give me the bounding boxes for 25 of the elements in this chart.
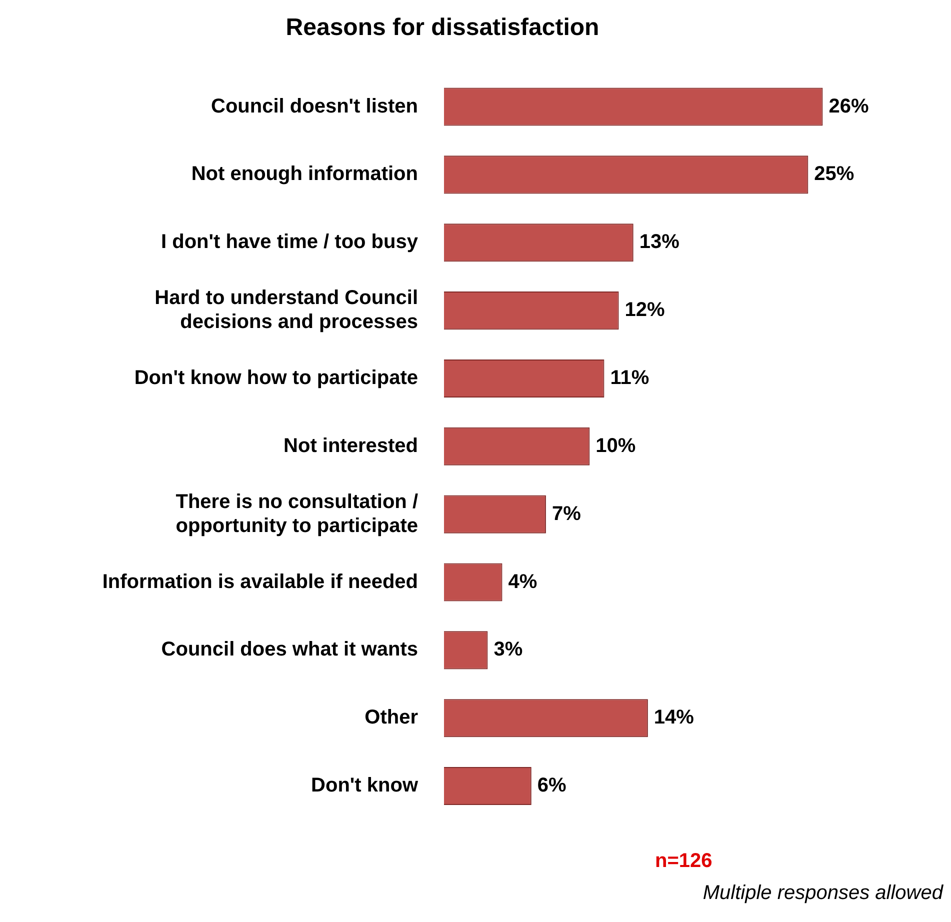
y-tick-label: Don't know: [311, 774, 418, 797]
text: Multiple responses allowed: [702, 882, 943, 905]
data-label: 3%: [494, 638, 523, 661]
y-tick-label: Council does what it wants: [161, 638, 418, 661]
y-tick-label: Hard to understand Council decisions and processes: [154, 287, 418, 334]
y-tick-label: Not interested: [284, 434, 418, 457]
text: n=126: [655, 850, 712, 873]
y-tick-label: There is no consultation / opportunity to participate: [176, 490, 418, 537]
y-tick-label: I don't have time / too busy: [160, 231, 419, 254]
data-label: 6%: [537, 774, 567, 797]
data-label: 13%: [639, 231, 680, 254]
chart-title: Reasons for dissatisfaction: [286, 14, 600, 42]
data-label: 26%: [828, 95, 869, 118]
data-label: 11%: [610, 366, 650, 389]
y-tick-label: Information is available if needed: [102, 570, 418, 593]
data-label: 4%: [508, 570, 538, 593]
data-label: 12%: [624, 299, 666, 322]
data-label: 25%: [814, 163, 854, 186]
y-tick-label: Not enough information: [191, 163, 418, 186]
data-label: 10%: [596, 434, 636, 457]
data-label: 7%: [552, 502, 582, 525]
data-label: 14%: [654, 706, 694, 729]
y-tick-label: Council doesn't listen: [211, 95, 418, 118]
y-tick-label: Other: [364, 706, 418, 729]
y-tick-label: Don't know how to participate: [134, 366, 418, 389]
